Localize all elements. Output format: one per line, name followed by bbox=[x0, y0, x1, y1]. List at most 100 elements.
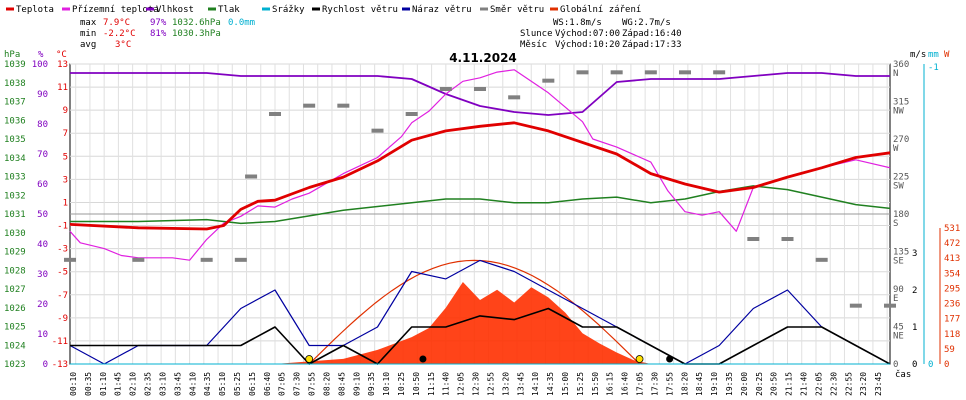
dir-tick-name: N bbox=[893, 69, 898, 79]
ms-tick-label: 0 bbox=[912, 360, 917, 370]
time-tick-label: 09:35 bbox=[367, 372, 376, 396]
hum-tick-label: 100 bbox=[32, 60, 48, 70]
moonset-marker bbox=[666, 355, 674, 363]
hpa-tick-label: 1031 bbox=[4, 210, 26, 220]
time-tick-label: 11:15 bbox=[427, 372, 436, 396]
hpa-tick-label: 1024 bbox=[4, 341, 26, 351]
temp-unit: °C bbox=[56, 50, 67, 60]
hpa-tick-label: 1026 bbox=[4, 304, 26, 314]
time-tick-label: 19:35 bbox=[725, 372, 734, 396]
w-tick-label: 118 bbox=[944, 330, 960, 340]
temp-tick-label: -11 bbox=[52, 337, 68, 347]
wind-direction-mark bbox=[679, 70, 691, 75]
hpa-tick-label: 1036 bbox=[4, 116, 26, 126]
wind-direction-mark bbox=[576, 70, 589, 75]
dir-tick-name: S bbox=[893, 219, 898, 229]
dir-tick-label: 225 bbox=[893, 173, 909, 183]
wind-direction-mark bbox=[132, 257, 145, 262]
time-tick-label: 17:55 bbox=[665, 372, 674, 396]
temp-tick-label: -3 bbox=[57, 245, 68, 255]
wind-direction-mark bbox=[747, 237, 760, 241]
temp-tick-label: 5 bbox=[63, 152, 68, 162]
axis-units: hPa % °C m/s mm W čas bbox=[4, 50, 950, 380]
hpa-tick-label: 1038 bbox=[4, 79, 26, 89]
wind-direction-mark bbox=[245, 174, 258, 179]
time-tick-label: 20:50 bbox=[770, 372, 779, 396]
time-tick-label: 10:25 bbox=[397, 372, 406, 396]
time-tick-label: 15:25 bbox=[576, 372, 585, 396]
time-tick-label: 16:40 bbox=[621, 372, 630, 396]
hpa-tick-label: 1037 bbox=[4, 98, 26, 108]
info-moonset: Západ:17:33 bbox=[622, 40, 682, 50]
hum-tick-label: 70 bbox=[37, 150, 48, 160]
time-tick-label: 03:10 bbox=[158, 372, 167, 396]
w-tick-label: 531 bbox=[944, 224, 960, 234]
time-tick-label: 00:10 bbox=[69, 372, 78, 396]
legend-label: Tlak bbox=[218, 5, 240, 15]
wind-direction-mark bbox=[542, 78, 555, 83]
stats-avg-label: avg bbox=[80, 40, 96, 50]
temp-tick-label: -9 bbox=[57, 314, 68, 324]
dir-tick-label: 360 bbox=[893, 60, 909, 70]
time-tick-label: 14:35 bbox=[546, 372, 555, 396]
stats-max-rain: 0.0mm bbox=[228, 18, 255, 28]
ms-tick-label: 1 bbox=[912, 323, 917, 333]
w-tick-label: 354 bbox=[944, 269, 960, 279]
dir-tick-label: 0 bbox=[893, 360, 898, 370]
hpa-tick-label: 1039 bbox=[4, 60, 26, 70]
w-tick-label: 177 bbox=[944, 315, 960, 325]
time-tick-label: 22:55 bbox=[844, 372, 853, 396]
stats-min-hum: 81% bbox=[150, 29, 167, 39]
w-tick-label: 413 bbox=[944, 254, 960, 264]
temp-tick-label: 9 bbox=[63, 106, 68, 116]
dir-tick-label: 45 bbox=[893, 323, 904, 333]
legend-label: Rychlost větru bbox=[322, 5, 398, 15]
hum-tick-label: 40 bbox=[37, 240, 48, 250]
stats-max-hum: 97% bbox=[150, 18, 167, 28]
temp-tick-label: -7 bbox=[57, 291, 68, 301]
time-tick-label: 21:15 bbox=[785, 372, 794, 396]
time-tick-label: 07:05 bbox=[278, 372, 287, 396]
time-tick-label: 02:35 bbox=[144, 372, 153, 396]
temp-tick-label: -1 bbox=[57, 222, 68, 232]
time-tick-label: 13:45 bbox=[516, 372, 525, 396]
time-tick-label: 18:45 bbox=[695, 372, 704, 396]
ms-tick-label: 3 bbox=[912, 249, 917, 259]
hpa-tick-label: 1035 bbox=[4, 135, 26, 145]
time-tick-label: 23:20 bbox=[859, 372, 868, 396]
hum-tick-label: 0 bbox=[43, 360, 48, 370]
hum-unit: % bbox=[38, 50, 44, 60]
dir-tick-name: SW bbox=[893, 182, 904, 192]
dir-tick-name: SE bbox=[893, 257, 904, 267]
sunrise-marker bbox=[305, 355, 314, 363]
wind-direction-mark bbox=[371, 128, 384, 133]
hum-tick-label: 20 bbox=[37, 300, 48, 310]
time-tick-label: 17:30 bbox=[650, 372, 659, 396]
axis-ticks: 1039103810371036103510341033103210311030… bbox=[4, 60, 960, 396]
time-tick-label: 21:40 bbox=[800, 372, 809, 396]
time-tick-label: 01:45 bbox=[114, 372, 123, 396]
hpa-tick-label: 1023 bbox=[4, 360, 26, 370]
time-tick-label: 07:55 bbox=[308, 372, 317, 396]
time-tick-label: 08:45 bbox=[337, 372, 346, 396]
hpa-tick-label: 1030 bbox=[4, 229, 26, 239]
wind-direction-mark bbox=[303, 103, 316, 108]
wind-direction-mark bbox=[849, 303, 862, 308]
time-tick-label: 22:30 bbox=[829, 372, 838, 396]
legend-label: Teplota bbox=[16, 5, 54, 15]
time-tick-label: 03:45 bbox=[173, 372, 182, 396]
wind-direction-mark bbox=[439, 87, 452, 91]
info-sunrise: Východ:07:00 bbox=[555, 29, 620, 39]
hum-tick-label: 50 bbox=[37, 210, 48, 220]
time-tick-label: 08:20 bbox=[322, 372, 331, 396]
chart-marks bbox=[64, 69, 896, 365]
time-tick-label: 00:35 bbox=[84, 372, 93, 396]
time-tick-label: 02:10 bbox=[129, 372, 138, 396]
dir-tick-label: 90 bbox=[893, 285, 904, 295]
wind-direction-mark bbox=[474, 87, 486, 91]
temp-tick-label: 1 bbox=[63, 198, 68, 208]
time-tick-label: 04:35 bbox=[203, 372, 212, 396]
dir-tick-label: 315 bbox=[893, 98, 909, 108]
time-tick-label: 04:10 bbox=[188, 372, 197, 396]
